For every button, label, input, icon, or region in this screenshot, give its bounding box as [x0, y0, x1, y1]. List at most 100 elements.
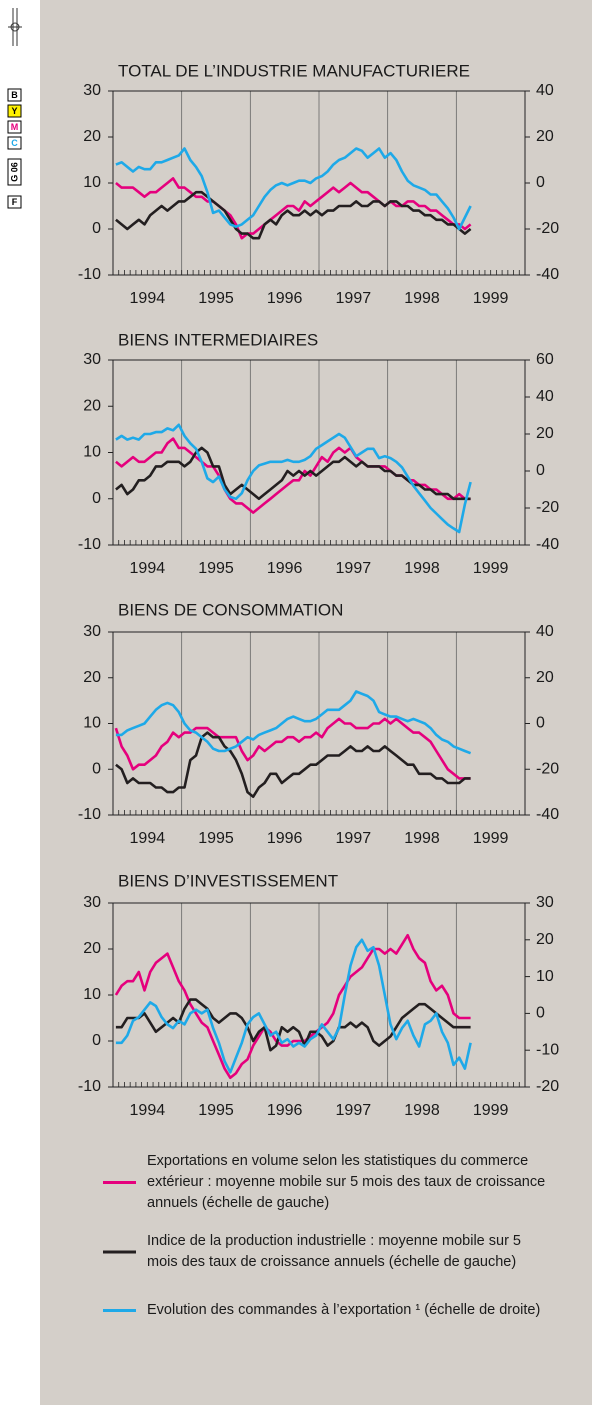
x-tick-label: 1995 [198, 560, 234, 577]
x-tick-label: 1999 [473, 560, 509, 577]
x-tick-label: 1996 [267, 1102, 303, 1119]
chart-title: BIENS DE CONSOMMATION [118, 600, 343, 619]
registration-box [7, 158, 22, 186]
registration-box [7, 104, 22, 118]
x-tick-label: 1998 [404, 290, 440, 307]
y2-tick-label: -20 [536, 1078, 559, 1095]
x-tick-label: 1997 [336, 290, 372, 307]
y-tick-label: 20 [83, 128, 101, 145]
x-tick-label: 1997 [336, 1102, 372, 1119]
x-tick-label: 1995 [198, 1102, 234, 1119]
y2-tick-label: -10 [536, 1041, 559, 1058]
y2-tick-label: 40 [536, 623, 554, 640]
registration-label: F [12, 197, 18, 207]
series-line [115, 731, 471, 798]
registration-label: M [11, 122, 19, 132]
y2-tick-label: -20 [536, 499, 559, 516]
x-tick-label: 1995 [198, 830, 234, 847]
y-tick-label: 30 [83, 623, 101, 640]
series-line [115, 938, 472, 1074]
y2-tick-label: 20 [536, 931, 554, 948]
y2-tick-label: 20 [536, 669, 554, 686]
chart-title: BIENS INTERMEDIAIRES [118, 330, 318, 349]
x-tick-label: 1996 [267, 290, 303, 307]
x-tick-label: 1994 [130, 1102, 166, 1119]
x-tick-label: 1995 [198, 290, 234, 307]
x-tick-label: 1994 [130, 560, 166, 577]
y2-tick-label: 40 [536, 82, 554, 99]
x-tick-label: 1997 [336, 830, 372, 847]
x-tick-label: 1999 [473, 290, 509, 307]
registration-box [7, 120, 22, 134]
registration-label: Y [11, 106, 17, 116]
y2-tick-label: -20 [536, 220, 559, 237]
x-tick-label: 1996 [267, 560, 303, 577]
y-tick-label: -10 [78, 806, 101, 823]
y-tick-label: 10 [83, 986, 101, 1003]
y2-tick-label: 40 [536, 388, 554, 405]
plot-frame [112, 902, 526, 1088]
y-tick-label: 0 [92, 220, 101, 237]
y2-tick-label: -20 [536, 760, 559, 777]
registration-label: G 06 [9, 162, 19, 182]
x-tick-label: 1994 [130, 830, 166, 847]
y2-tick-label: 0 [536, 462, 545, 479]
y-tick-label: 20 [83, 940, 101, 957]
x-tick-label: 1999 [473, 1102, 509, 1119]
x-tick-label: 1997 [336, 560, 372, 577]
y2-tick-label: -40 [536, 536, 559, 553]
crop-mark [8, 8, 22, 46]
series-line [114, 933, 471, 1080]
x-tick-label: 1996 [267, 830, 303, 847]
chart-title: BIENS D’INVESTISSEMENT [118, 871, 338, 890]
registration-label: B [11, 90, 18, 100]
legend-text: Evolution des commandes à l’exportation … [147, 1302, 541, 1318]
registration-box [7, 88, 22, 102]
series-line [115, 177, 472, 240]
y-tick-label: 0 [92, 490, 101, 507]
x-tick-label: 1994 [130, 290, 166, 307]
y-tick-label: 10 [83, 444, 101, 461]
legend-text: Indice de la production industrielle : m… [147, 1233, 521, 1270]
y2-tick-label: 20 [536, 425, 554, 442]
y-tick-label: 10 [83, 174, 101, 191]
y2-tick-label: 0 [536, 715, 545, 732]
y-tick-label: 20 [83, 669, 101, 686]
y2-tick-label: 20 [536, 128, 554, 145]
x-tick-label: 1998 [404, 830, 440, 847]
y2-tick-label: -40 [536, 266, 559, 283]
y-tick-label: 30 [83, 894, 101, 911]
plot-frame [112, 90, 526, 276]
y-tick-label: 10 [83, 715, 101, 732]
series-line [115, 423, 472, 534]
registration-label: C [11, 138, 18, 148]
chart-title: TOTAL DE L’INDUSTRIE MANUFACTURIERE [118, 61, 470, 80]
y2-tick-label: 60 [536, 351, 554, 368]
x-tick-label: 1998 [404, 1102, 440, 1119]
y2-tick-label: 30 [536, 894, 554, 911]
y-tick-label: 30 [83, 351, 101, 368]
plot-frame [112, 359, 526, 546]
y-tick-label: 0 [92, 1032, 101, 1049]
registration-box [7, 195, 22, 209]
y-tick-label: 0 [92, 760, 101, 777]
x-tick-label: 1998 [404, 560, 440, 577]
plot-frame [112, 631, 526, 816]
series-line [114, 717, 471, 780]
x-tick-label: 1999 [473, 830, 509, 847]
series-line [115, 190, 472, 240]
series-line [115, 998, 471, 1052]
panel-background [40, 0, 592, 1405]
y-tick-label: -10 [78, 1078, 101, 1095]
y-tick-label: -10 [78, 536, 101, 553]
y-tick-label: 20 [83, 397, 101, 414]
y-tick-label: 30 [83, 82, 101, 99]
y2-tick-label: 10 [536, 968, 554, 985]
series-line [115, 147, 472, 231]
y2-tick-label: 0 [536, 174, 545, 191]
y2-tick-label: 0 [536, 1005, 545, 1022]
legend-text: Exportations en volume selon les statist… [147, 1153, 546, 1211]
y-tick-label: -10 [78, 266, 101, 283]
